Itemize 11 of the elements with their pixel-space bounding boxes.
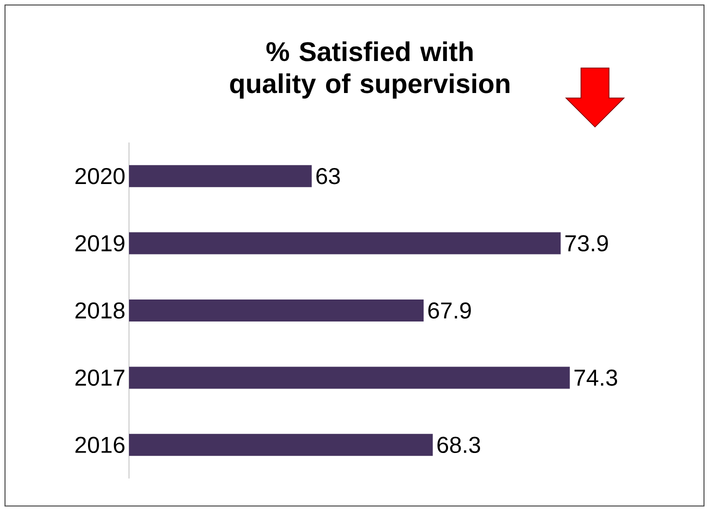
y-tick-label: 2016: [75, 436, 124, 454]
data-label: 67.9: [428, 302, 471, 319]
data-label: 63: [316, 168, 340, 184]
y-tick-label: 2020: [75, 168, 125, 184]
y-tick-label: 2017: [75, 370, 124, 386]
data-label: 74.3: [574, 370, 618, 386]
y-tick-label: 2018: [75, 302, 124, 319]
data-label: 68.3: [437, 436, 480, 454]
data-label: 73.9: [565, 235, 608, 252]
y-tick-label: 2019: [75, 235, 124, 252]
chart-title: % Satisfied with quality of supervision: [230, 41, 510, 99]
